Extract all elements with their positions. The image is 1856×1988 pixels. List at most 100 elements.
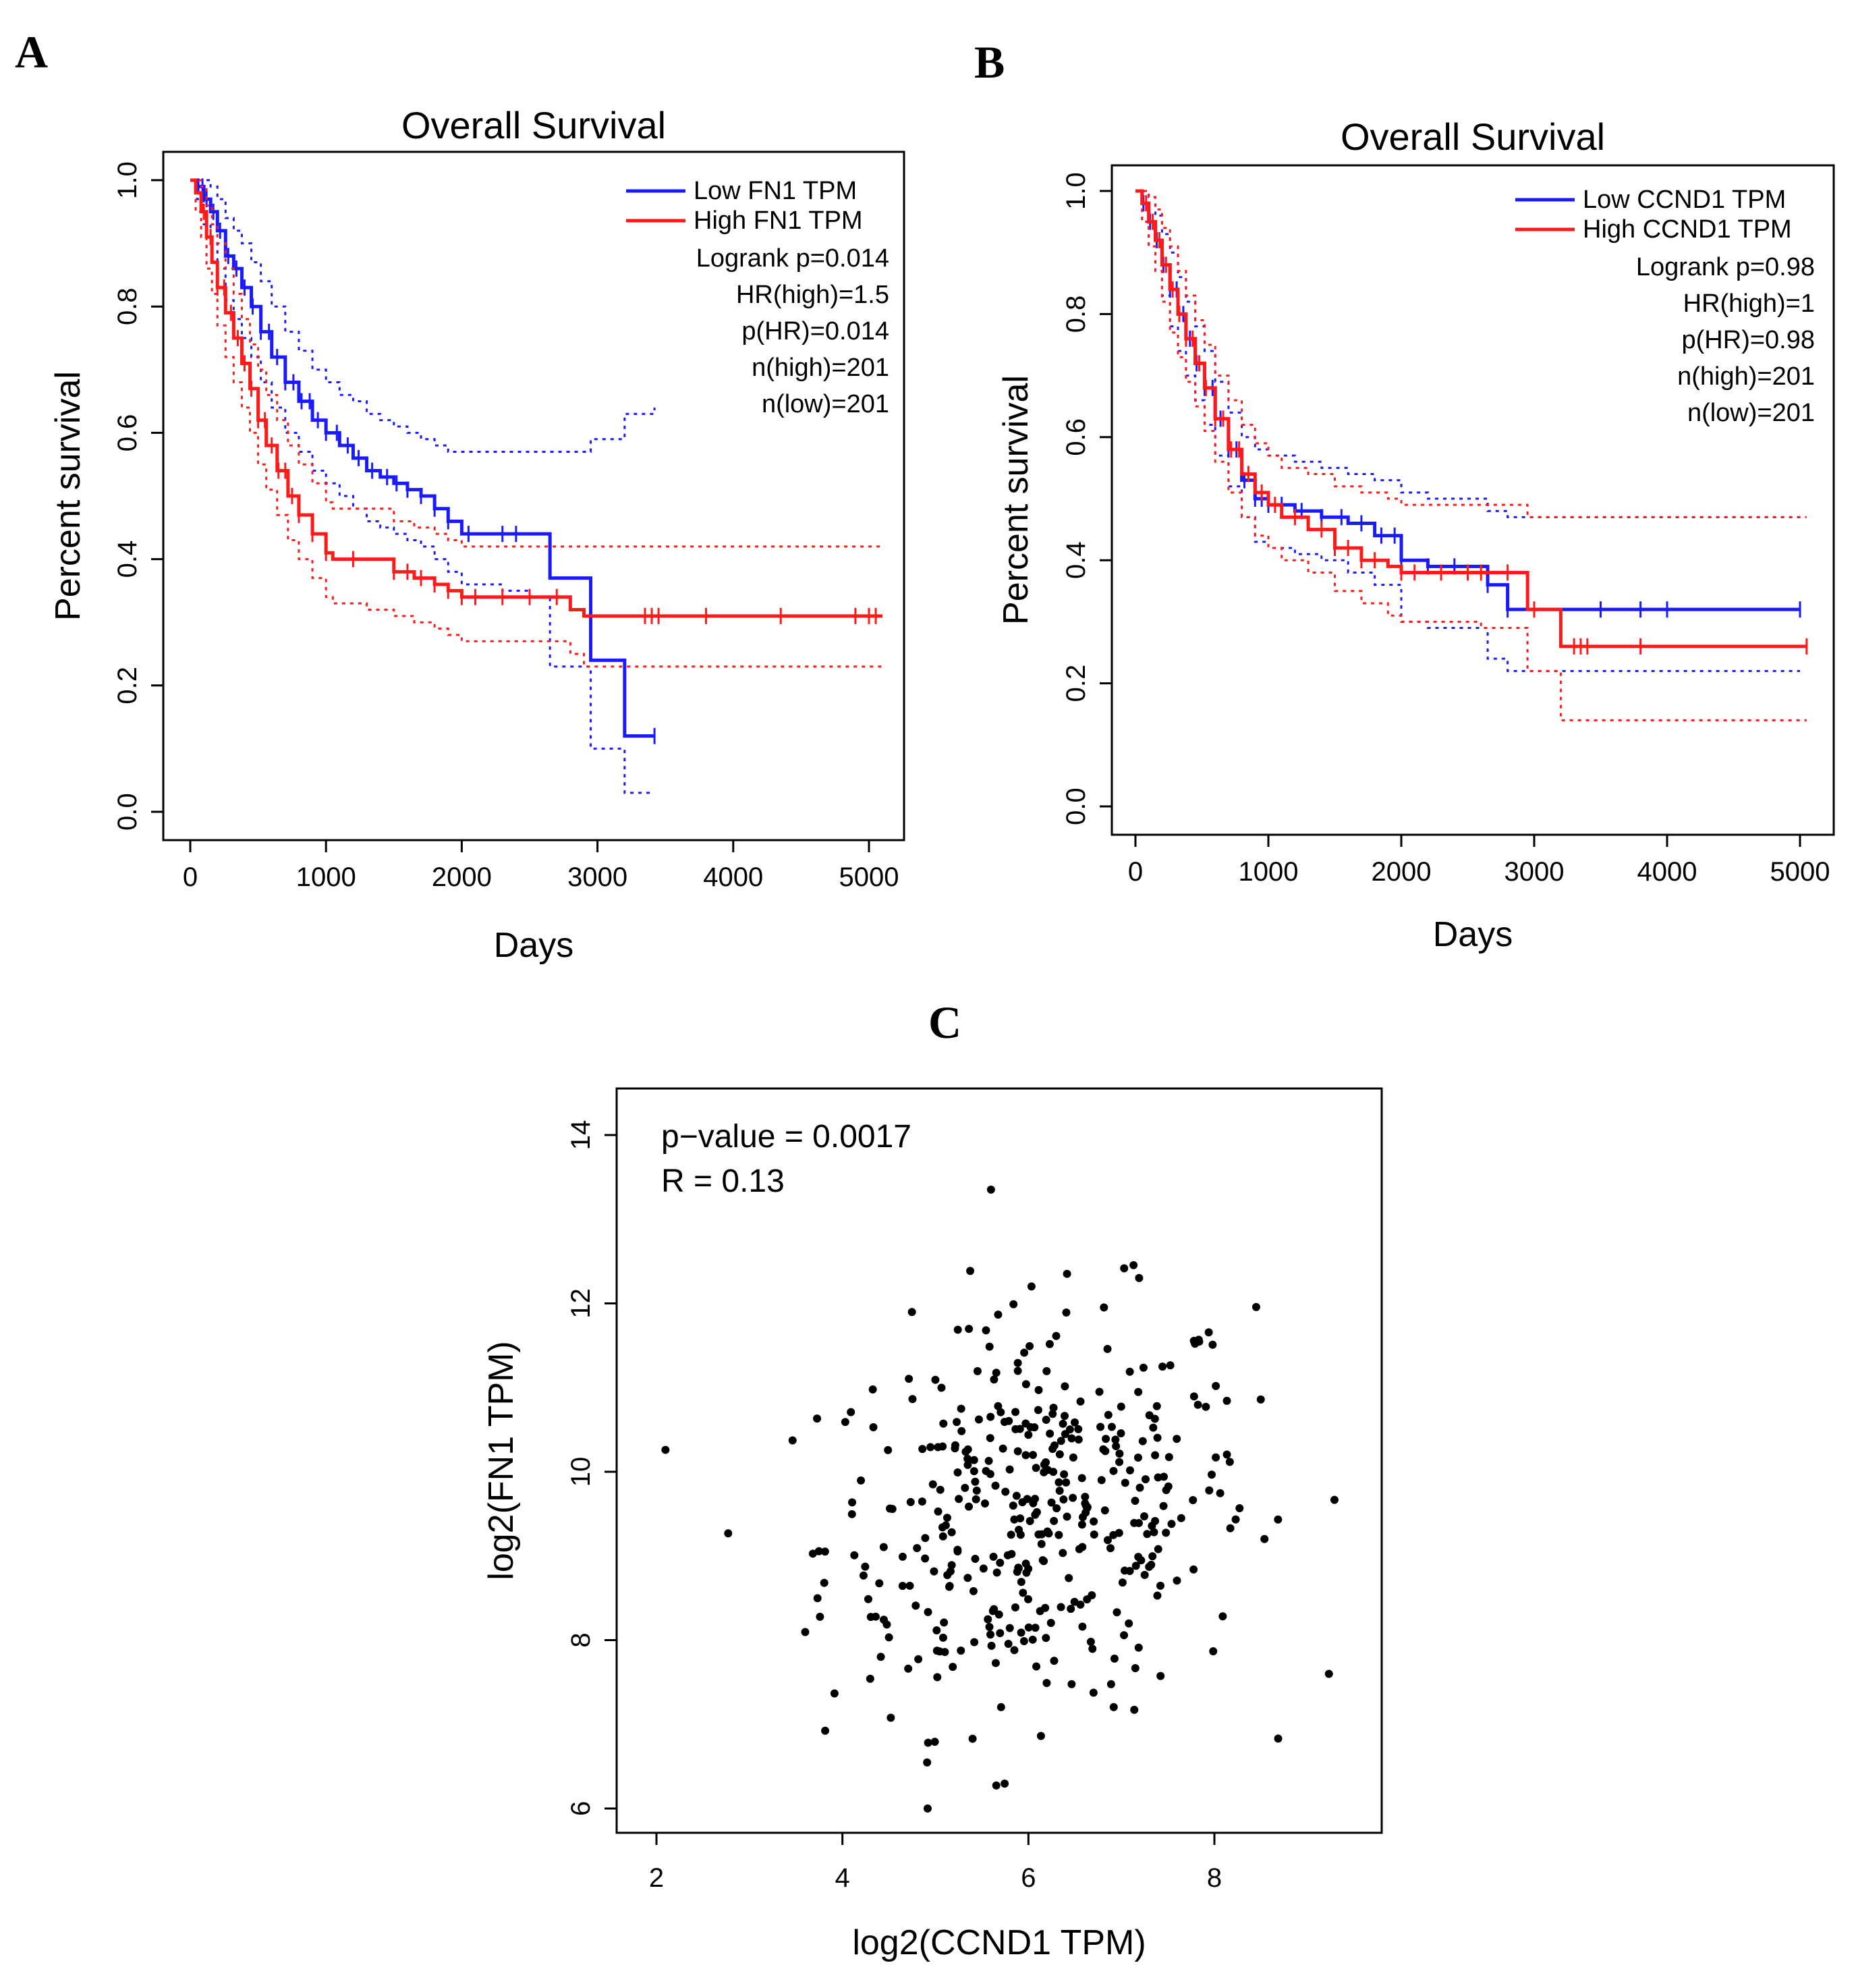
scatter-point (1034, 1406, 1042, 1414)
scatter-point (1014, 1564, 1023, 1572)
scatter-point (1081, 1493, 1090, 1501)
scatter-point (1017, 1628, 1025, 1637)
x-tick-label: 5000 (1770, 857, 1830, 887)
scatter-point (1016, 1530, 1025, 1539)
scatter-point (1102, 1435, 1110, 1443)
high-fn1-tpm-ci-lower (190, 179, 883, 668)
scatter-point (905, 1375, 913, 1383)
scatter-point (1021, 1451, 1030, 1460)
legend-label: High FN1 TPM (694, 206, 863, 235)
scatter-point (953, 1325, 962, 1334)
scatter-point (1131, 1496, 1140, 1505)
scatter-point (1118, 1578, 1127, 1587)
scatter-point (1216, 1489, 1225, 1497)
scatter-point (1113, 1608, 1121, 1617)
scatter-point (996, 1703, 1005, 1711)
scatter-point (1106, 1680, 1115, 1688)
scatter-point (859, 1571, 868, 1580)
scatter-point (1050, 1657, 1059, 1665)
scatter-point (908, 1395, 917, 1404)
scatter-point (1013, 1358, 1022, 1367)
scatter-point (969, 1586, 978, 1595)
scatter-point (972, 1486, 981, 1495)
scatter-point (985, 1342, 994, 1351)
scatter-point (940, 1618, 949, 1627)
scatter-point (1050, 1516, 1059, 1525)
scatter-point (1054, 1478, 1063, 1487)
scatter-point (1042, 1679, 1051, 1688)
scatter-point (1148, 1552, 1157, 1561)
scatter-point (1100, 1506, 1109, 1515)
scatter-point (1134, 1643, 1143, 1652)
scatter-point (1031, 1624, 1040, 1632)
scatter-point (1074, 1425, 1083, 1433)
scatter-point (911, 1601, 920, 1610)
scatter-point (1202, 1402, 1210, 1411)
scatter-point (961, 1483, 969, 1492)
stat-text: HR(high)=1 (1683, 289, 1815, 318)
scatter-point (1156, 1672, 1165, 1680)
scatter-point (1222, 1450, 1231, 1459)
scatter-point (1063, 1512, 1071, 1521)
scatter-point (1054, 1530, 1063, 1539)
scatter-point (1125, 1466, 1134, 1474)
scatter-point (1166, 1361, 1175, 1370)
scatter-point (1005, 1465, 1014, 1474)
scatter-point (868, 1385, 877, 1393)
scatter-point (1096, 1423, 1105, 1431)
y-tick-label: 1.0 (113, 161, 142, 199)
scatter-point (1007, 1549, 1016, 1558)
scatter-point (957, 1404, 965, 1413)
scatter-point (1134, 1518, 1143, 1527)
scatter-point (1029, 1451, 1038, 1460)
scatter-point (1099, 1445, 1108, 1454)
scatter-point (1235, 1503, 1244, 1512)
scatter-point (1104, 1410, 1113, 1419)
scatter-point (990, 1375, 999, 1384)
y-tick-label: 0.0 (113, 793, 142, 831)
scatter-point (1129, 1261, 1138, 1269)
scatter-point (1189, 1392, 1198, 1401)
scatter-point (1095, 1387, 1104, 1396)
scatter-point (1067, 1434, 1076, 1443)
scatter-point (1028, 1635, 1037, 1644)
scatter-point (979, 1564, 988, 1573)
scatter-point (984, 1615, 992, 1624)
scatter-frame (615, 1087, 1383, 1834)
scatter-point (1042, 1634, 1050, 1642)
scatter-point (816, 1612, 824, 1621)
scatter-point (1120, 1264, 1129, 1273)
scatter-point (1260, 1535, 1269, 1543)
x-tick-label: 0 (1128, 857, 1143, 887)
scatter-point (1086, 1638, 1095, 1647)
plot-title: Overall Survival (401, 104, 666, 146)
scatter-point (1139, 1363, 1148, 1372)
scatter-point (1147, 1560, 1156, 1569)
scatter-point (1107, 1423, 1116, 1431)
scatter-point (1046, 1429, 1054, 1438)
scatter-point (1125, 1619, 1133, 1628)
scatter-point (945, 1582, 954, 1591)
scatter-point (999, 1444, 1007, 1453)
high-ccnd1-tpm-ci-upper (1135, 190, 1807, 518)
scatter-point (1005, 1624, 1014, 1632)
scatter-point (1162, 1528, 1171, 1537)
scatter-point (1153, 1433, 1162, 1442)
panel-c-scatter-plot: 2 4 6 8 log2(CCND1 TPM) 6 8 10 12 14 log2(FN1 TPM)… (482, 1087, 1383, 1962)
scatter-point (1019, 1589, 1028, 1597)
low-fn1-tpm-ci-upper (190, 179, 656, 453)
scatter-point (848, 1498, 857, 1507)
scatter-point (966, 1267, 975, 1275)
scatter-point (1207, 1470, 1216, 1479)
scatter-point (884, 1633, 893, 1642)
x-axis-label: Days (1433, 915, 1513, 954)
scatter-point (820, 1578, 828, 1587)
scatter-point (1140, 1570, 1149, 1579)
scatter-point (928, 1480, 937, 1489)
low-fn1-tpm-curve (190, 178, 655, 738)
scatter-point (918, 1497, 926, 1506)
scatter-point (1089, 1688, 1098, 1697)
scatter-point (986, 1630, 995, 1639)
high-fn1-tpm-ci-upper (190, 179, 883, 548)
scatter-point (1070, 1597, 1079, 1606)
